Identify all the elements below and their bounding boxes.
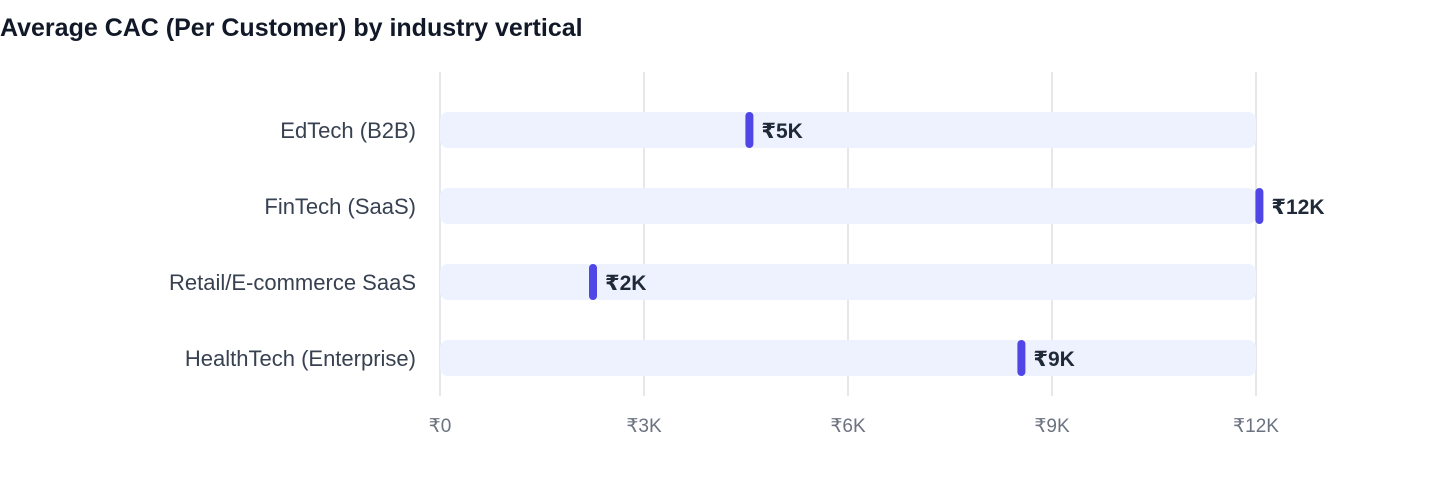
x-tick-label: ₹3K <box>626 416 662 437</box>
category-label: FinTech (SaaS) <box>264 194 416 219</box>
data-label: ₹9K <box>1033 348 1074 371</box>
bar-marker <box>589 264 597 300</box>
data-label: ₹2K <box>605 272 646 295</box>
data-label: ₹12K <box>1271 196 1324 219</box>
bar-marker <box>745 112 754 148</box>
category-label: EdTech (B2B) <box>280 118 416 143</box>
chart-title: Average CAC (Per Customer) by industry v… <box>0 14 583 42</box>
bar-track <box>440 188 1256 224</box>
bar-track <box>440 340 1256 376</box>
bar-tracks <box>440 112 1256 376</box>
category-label: HealthTech (Enterprise) <box>185 346 416 371</box>
labels: ₹0 ₹3K ₹6K ₹9K ₹12K EdTech (B2B) ₹5K FinTech (S… <box>169 118 1325 437</box>
data-label: ₹5K <box>761 120 802 143</box>
bar-track <box>440 112 1256 148</box>
x-tick-label: ₹12K <box>1233 416 1279 437</box>
bar-track <box>440 264 1256 300</box>
x-tick-label: ₹0 <box>429 416 452 437</box>
value-markers <box>589 112 1264 376</box>
category-label: Retail/E-commerce SaaS <box>169 270 416 295</box>
bar-marker <box>1017 340 1026 376</box>
x-tick-label: ₹6K <box>830 416 866 437</box>
x-tick-label: ₹9K <box>1034 416 1070 437</box>
bar-marker <box>1255 188 1264 224</box>
